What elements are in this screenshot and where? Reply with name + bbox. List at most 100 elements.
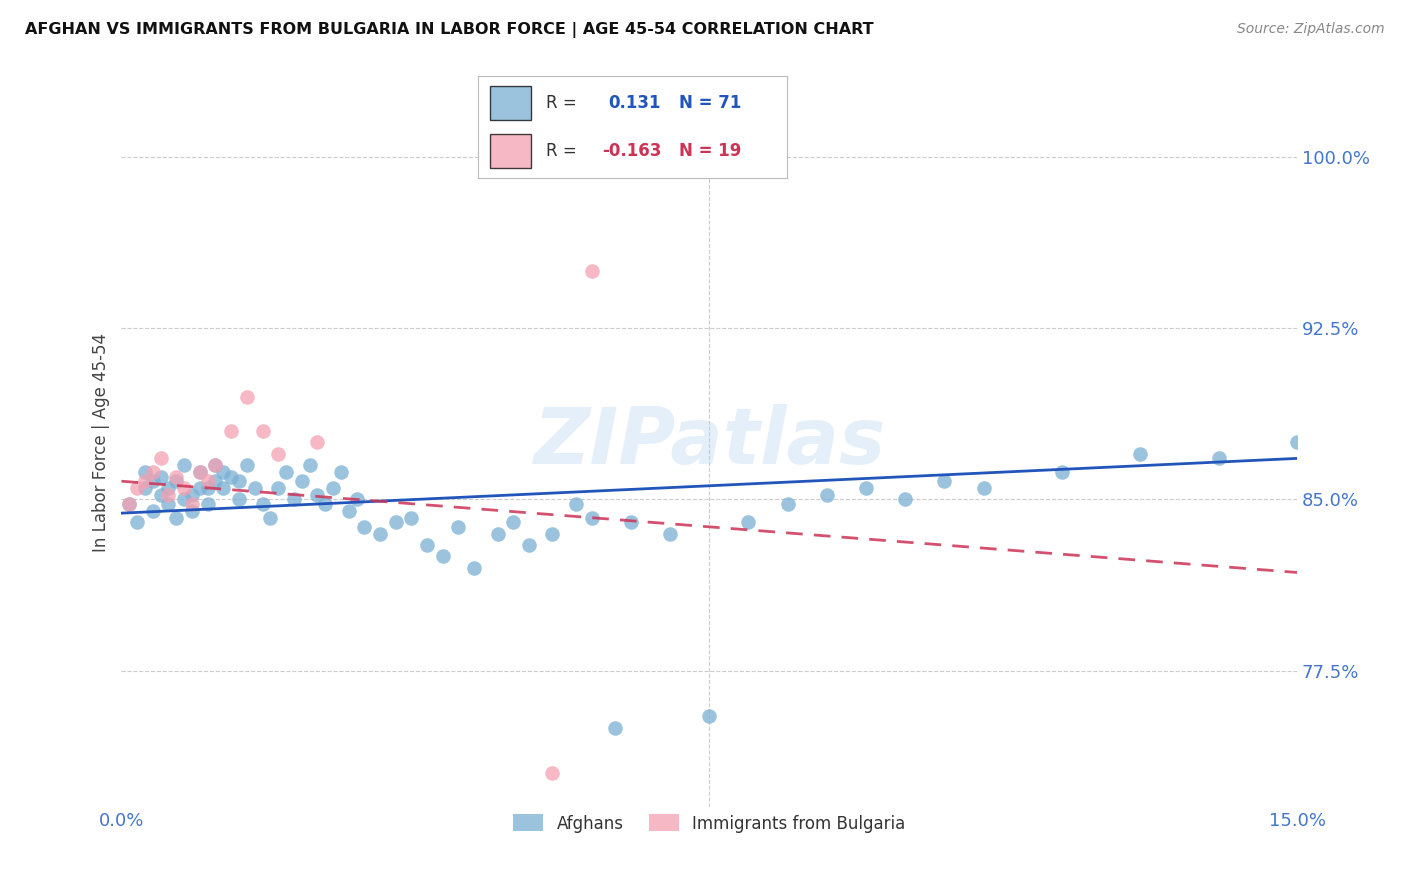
Point	[118, 497, 141, 511]
Text: ZIPatlas: ZIPatlas	[533, 404, 886, 481]
Point	[127, 481, 149, 495]
Point	[307, 435, 329, 450]
Point	[157, 497, 180, 511]
Point	[447, 520, 470, 534]
Point	[188, 465, 211, 479]
Point	[212, 465, 235, 479]
Point	[697, 709, 720, 723]
Point	[1286, 435, 1309, 450]
Point	[855, 481, 877, 495]
Text: N = 71: N = 71	[679, 94, 741, 112]
Point	[204, 474, 226, 488]
Point	[165, 474, 187, 488]
Point	[228, 492, 250, 507]
FancyBboxPatch shape	[491, 87, 530, 120]
Point	[181, 488, 204, 502]
Point	[541, 766, 564, 780]
FancyBboxPatch shape	[491, 135, 530, 168]
Point	[181, 497, 204, 511]
Point	[197, 481, 219, 495]
Point	[267, 447, 290, 461]
Point	[165, 469, 187, 483]
Point	[463, 561, 485, 575]
Point	[118, 497, 141, 511]
Point	[142, 465, 165, 479]
Point	[322, 481, 344, 495]
Point	[149, 451, 172, 466]
Text: Source: ZipAtlas.com: Source: ZipAtlas.com	[1237, 22, 1385, 37]
Point	[565, 497, 588, 511]
Point	[973, 481, 995, 495]
Point	[134, 481, 156, 495]
Point	[142, 474, 165, 488]
Point	[219, 469, 242, 483]
Y-axis label: In Labor Force | Age 45-54: In Labor Force | Age 45-54	[93, 333, 110, 552]
Point	[259, 510, 281, 524]
Point	[212, 481, 235, 495]
Point	[134, 465, 156, 479]
Point	[401, 510, 423, 524]
Point	[329, 465, 352, 479]
Point	[416, 538, 439, 552]
Point	[737, 516, 759, 530]
Point	[267, 481, 290, 495]
Point	[142, 504, 165, 518]
Point	[149, 469, 172, 483]
Point	[486, 526, 509, 541]
Point	[236, 458, 259, 473]
Point	[307, 488, 329, 502]
Text: N = 19: N = 19	[679, 142, 741, 161]
Point	[298, 458, 321, 473]
Point	[581, 264, 603, 278]
Point	[384, 516, 406, 530]
Text: AFGHAN VS IMMIGRANTS FROM BULGARIA IN LABOR FORCE | AGE 45-54 CORRELATION CHART: AFGHAN VS IMMIGRANTS FROM BULGARIA IN LA…	[25, 22, 875, 38]
Point	[157, 488, 180, 502]
Point	[204, 458, 226, 473]
Point	[659, 526, 682, 541]
Point	[134, 474, 156, 488]
Point	[219, 424, 242, 438]
Point	[346, 492, 368, 507]
Point	[181, 504, 204, 518]
Point	[337, 504, 360, 518]
Point	[581, 510, 603, 524]
Point	[204, 458, 226, 473]
Legend: Afghans, Immigrants from Bulgaria: Afghans, Immigrants from Bulgaria	[506, 808, 912, 839]
Point	[283, 492, 305, 507]
Point	[173, 492, 195, 507]
Point	[149, 488, 172, 502]
Point	[197, 497, 219, 511]
Point	[314, 497, 336, 511]
Text: R =: R =	[546, 94, 576, 112]
Text: 0.131: 0.131	[607, 94, 661, 112]
Point	[368, 526, 391, 541]
Point	[605, 721, 627, 735]
Text: R =: R =	[546, 142, 576, 161]
Point	[517, 538, 540, 552]
Point	[127, 516, 149, 530]
Point	[1050, 465, 1073, 479]
Text: -0.163: -0.163	[602, 142, 661, 161]
Point	[934, 474, 956, 488]
Point	[502, 516, 524, 530]
Point	[197, 474, 219, 488]
Point	[188, 481, 211, 495]
Point	[252, 424, 274, 438]
Point	[274, 465, 297, 479]
Point	[894, 492, 917, 507]
Point	[236, 390, 259, 404]
Point	[252, 497, 274, 511]
Point	[173, 458, 195, 473]
Point	[188, 465, 211, 479]
Point	[815, 488, 838, 502]
Point	[776, 497, 799, 511]
Point	[1129, 447, 1152, 461]
Point	[432, 549, 454, 564]
Point	[1208, 451, 1230, 466]
Point	[541, 526, 564, 541]
Point	[353, 520, 375, 534]
Point	[620, 516, 643, 530]
Point	[291, 474, 314, 488]
Point	[243, 481, 266, 495]
Point	[173, 481, 195, 495]
